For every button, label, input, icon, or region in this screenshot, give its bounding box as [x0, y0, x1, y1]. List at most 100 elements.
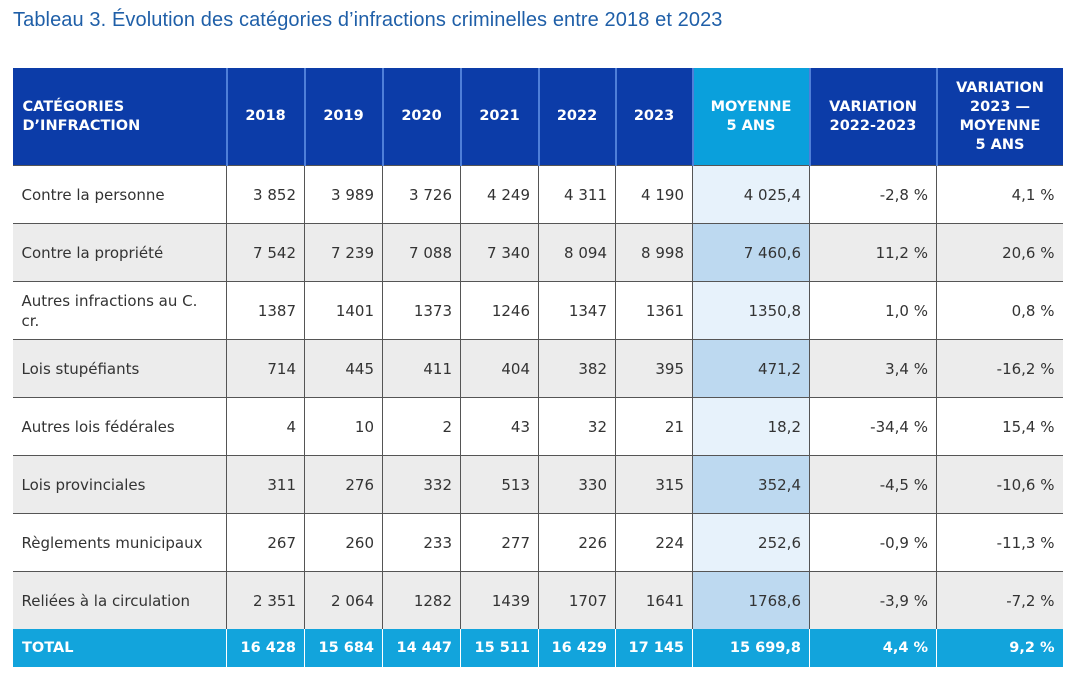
table-cell: -2,8 %	[809, 165, 937, 224]
total-cell: 15 684	[304, 629, 383, 667]
table-cell: 382	[538, 339, 616, 398]
table-cell: 43	[460, 397, 539, 456]
table-cell: 315	[615, 455, 693, 514]
table-cell: 1246	[460, 281, 539, 340]
table-cell: 411	[382, 339, 461, 398]
table-cell: 1641	[615, 571, 693, 629]
table-cell: 7 340	[460, 223, 539, 282]
table-cell: 4 190	[615, 165, 693, 224]
column-header: 2022	[537, 68, 616, 166]
table-cell: -0,9 %	[809, 513, 937, 572]
table-cell: 4 311	[538, 165, 616, 224]
total-cell: 9,2 %	[936, 629, 1063, 667]
table-cell: 7 088	[382, 223, 461, 282]
table-cell: 1373	[382, 281, 461, 340]
table-row: Règlements municipaux 267 260 233 277 226 224 2…	[12, 513, 1063, 572]
table-title: Tableau 3. Évolution des catégories d’in…	[13, 9, 723, 31]
table-cell: -34,4 %	[809, 397, 937, 456]
row-label: Reliées à la circulation	[12, 571, 227, 629]
table-cell: 2 351	[226, 571, 305, 629]
table-cell: 3 852	[226, 165, 305, 224]
table-cell: -16,2 %	[936, 339, 1063, 398]
column-header: 2019	[303, 68, 383, 166]
table-cell: 0,8 %	[936, 281, 1063, 340]
table-cell: 267	[226, 513, 305, 572]
table-cell: 2	[382, 397, 461, 456]
table-cell: 8 998	[615, 223, 693, 282]
row-label: Contre la personne	[12, 165, 227, 224]
table-cell: 3 726	[382, 165, 461, 224]
table-cell: 4 249	[460, 165, 539, 224]
row-label: Autres lois fédérales	[12, 397, 227, 456]
table-cell: 1350,8	[692, 281, 810, 340]
total-cell: 14 447	[382, 629, 461, 667]
table-cell: 3 989	[304, 165, 383, 224]
table-cell: 276	[304, 455, 383, 514]
table-row: Autres lois fédérales 4 10 2 43 32 21 18,2 -34,4…	[12, 397, 1063, 456]
row-label: Lois provinciales	[12, 455, 227, 514]
table-cell: 18,2	[692, 397, 810, 456]
table-cell: 352,4	[692, 455, 810, 514]
table-cell: 7 542	[226, 223, 305, 282]
table-cell: 10	[304, 397, 383, 456]
table-cell: 21	[615, 397, 693, 456]
table-cell: 330	[538, 455, 616, 514]
total-cell: 15 511	[460, 629, 539, 667]
table-cell: 260	[304, 513, 383, 572]
table-cell: -3,9 %	[809, 571, 937, 629]
table-cell: 1,0 %	[809, 281, 937, 340]
table-cell: 1401	[304, 281, 383, 340]
total-label: TOTAL	[12, 629, 227, 667]
table-row: Contre la personne 3 852 3 989 3 726 4 249 4 …	[12, 165, 1063, 224]
table-row: Autres infractions au C. cr. 1387 1401 1373…	[12, 281, 1063, 340]
table-cell: 311	[226, 455, 305, 514]
table-cell: -4,5 %	[809, 455, 937, 514]
table-cell: 2 064	[304, 571, 383, 629]
table-cell: 7 239	[304, 223, 383, 282]
table-cell: 3,4 %	[809, 339, 937, 398]
table-cell: 233	[382, 513, 461, 572]
table-cell: 1768,6	[692, 571, 810, 629]
row-label: Règlements municipaux	[12, 513, 227, 572]
row-label: Lois stupéfiants	[12, 339, 227, 398]
table-cell: 1282	[382, 571, 461, 629]
table-cell: 4,1 %	[936, 165, 1063, 224]
table-cell: 445	[304, 339, 383, 398]
table-cell: 404	[460, 339, 539, 398]
total-row: TOTAL 16 428 15 684 14 447 15 511 16 429 17 14…	[12, 629, 1063, 667]
total-cell: 17 145	[615, 629, 693, 667]
column-header: 2023	[614, 68, 693, 166]
row-label: Contre la propriété	[12, 223, 227, 282]
table-cell: 1347	[538, 281, 616, 340]
table-cell: 252,6	[692, 513, 810, 572]
table-cell: 1439	[460, 571, 539, 629]
table-cell: 32	[538, 397, 616, 456]
table-cell: 11,2 %	[809, 223, 937, 282]
total-cell: 16 429	[538, 629, 616, 667]
table-cell: 15,4 %	[936, 397, 1063, 456]
table-row: Contre la propriété 7 542 7 239 7 088 7 340 8…	[12, 223, 1063, 282]
column-header: 2020	[381, 68, 461, 166]
table-cell: 332	[382, 455, 461, 514]
table-cell: 20,6 %	[936, 223, 1063, 282]
table-cell: 714	[226, 339, 305, 398]
table-cell: 226	[538, 513, 616, 572]
total-cell: 4,4 %	[809, 629, 937, 667]
table-cell: 8 094	[538, 223, 616, 282]
table-cell: 277	[460, 513, 539, 572]
table-cell: -7,2 %	[936, 571, 1063, 629]
total-cell: 16 428	[226, 629, 305, 667]
table-row: Reliées à la circulation 2 351 2 064 1282 14…	[12, 571, 1063, 629]
row-label: Autres infractions au C. cr.	[12, 281, 227, 340]
table-cell: 1707	[538, 571, 616, 629]
table-cell: 513	[460, 455, 539, 514]
table-cell: 7 460,6	[692, 223, 810, 282]
table-cell: 224	[615, 513, 693, 572]
table-cell: 471,2	[692, 339, 810, 398]
column-header: 2018	[225, 68, 305, 166]
column-header: CATÉGORIES D’INFRACTION	[12, 68, 227, 166]
table-row: Lois stupéfiants 714 445 411 404 382 395 471,2 3…	[12, 339, 1063, 398]
table-row: Lois provinciales 311 276 332 513 330 315 352,4…	[12, 455, 1063, 514]
column-header: VARIATION 2022-2023	[808, 68, 937, 166]
column-header: MOYENNE 5 ANS	[691, 68, 810, 166]
